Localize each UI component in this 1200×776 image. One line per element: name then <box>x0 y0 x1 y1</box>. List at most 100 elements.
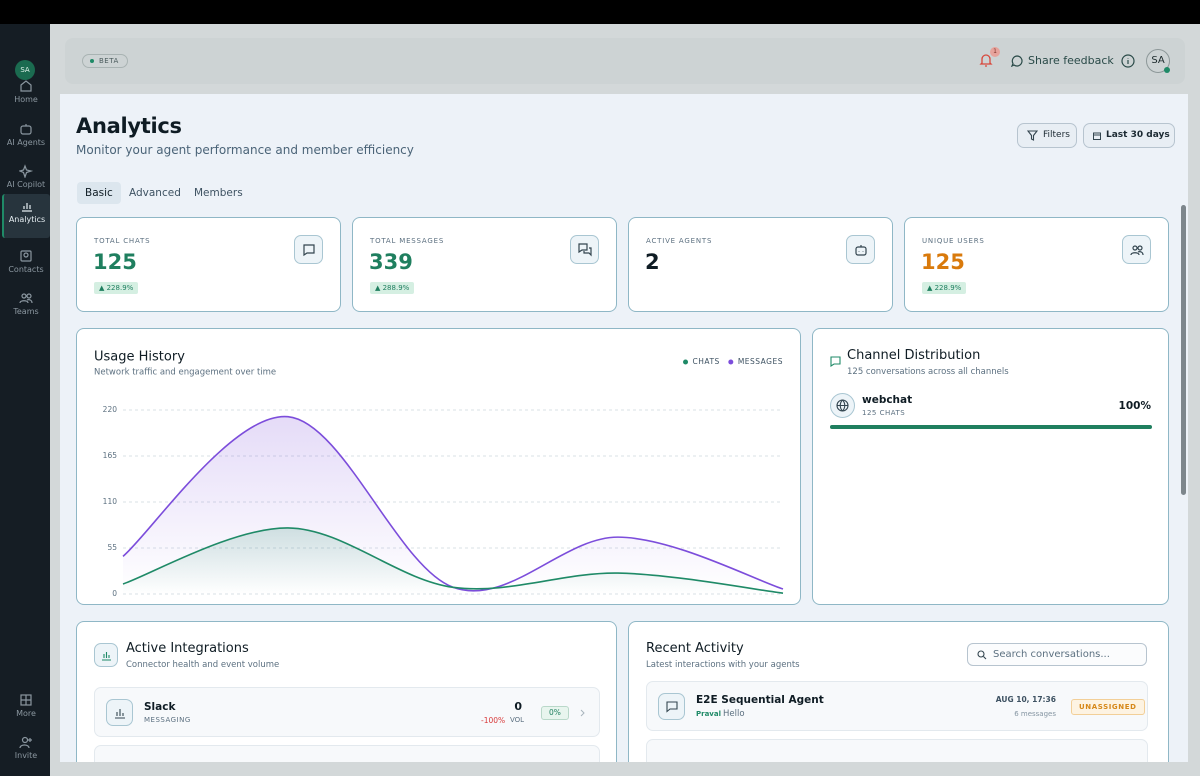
chevron-icon <box>580 709 585 717</box>
stat-value: 125 <box>921 250 965 274</box>
integration-unit: VOL <box>510 716 525 724</box>
stat-icon <box>294 235 323 264</box>
share-track <box>830 425 1152 429</box>
activity-count: 6 messages <box>1014 710 1056 718</box>
integration-row[interactable] <box>94 745 600 762</box>
y-tick-label: 55 <box>107 543 117 552</box>
nav-label: Home <box>14 95 38 104</box>
activity-row[interactable]: E2E Sequential Agent Praval Hello AUG 10… <box>646 681 1148 731</box>
filters-button[interactable]: Filters <box>1017 123 1077 148</box>
stat-value: 125 <box>93 250 137 274</box>
button-label: Last 30 days <box>1106 130 1170 140</box>
nav-item[interactable]: AI Agents <box>2 117 50 161</box>
usage-card: Usage History Network traffic and engage… <box>76 328 801 605</box>
y-tick-label: 220 <box>103 405 118 414</box>
filter-icon <box>1027 130 1038 141</box>
nav-item[interactable]: Analytics <box>2 194 50 238</box>
x-tick-label: 2026-07-20T00:00:00 <box>577 604 659 605</box>
nav-item[interactable]: More <box>2 688 50 732</box>
series-area <box>123 527 783 594</box>
nav-label: Invite <box>14 751 38 760</box>
x-tick-label: 2026-07-15T00:00:00 <box>247 604 329 605</box>
avatar[interactable]: SA <box>15 60 35 80</box>
channel-icon <box>830 356 841 367</box>
channel-icon <box>830 393 855 418</box>
share-feedback[interactable]: Share feedback <box>1028 54 1114 67</box>
header: BETA 1 Share feedback SA <box>65 38 1185 84</box>
stat-icon <box>570 235 599 264</box>
integration-name: Slack <box>144 701 176 713</box>
tab[interactable]: Advanced <box>129 187 181 199</box>
stat-label: TOTAL MESSAGES <box>370 237 445 245</box>
series-line <box>122 415 784 592</box>
stat-value: 2 <box>645 250 660 274</box>
nav-item[interactable]: Home <box>2 74 50 118</box>
nav-label: More <box>16 709 36 718</box>
channel-name: webchat <box>862 394 913 406</box>
activity-row[interactable] <box>646 739 1148 762</box>
integration-row[interactable]: Slack MESSAGING 0 -100% VOL 0% <box>94 687 600 737</box>
stat-label: TOTAL CHATS <box>94 237 151 245</box>
stat-card: UNIQUE USERS 125 ▲ 228.9% <box>904 217 1169 312</box>
stat-label: ACTIVE AGENTS <box>646 237 713 245</box>
nav-item[interactable]: Contacts <box>2 244 50 288</box>
integration-change: -100% <box>481 716 506 725</box>
card-title: Active Integrations <box>126 641 249 656</box>
scrollbar[interactable] <box>1181 205 1186 495</box>
stat-change: ▲ 228.9% <box>94 282 139 294</box>
card-subtitle: Connector health and event volume <box>126 660 280 670</box>
legend-label: MESSAGES <box>738 357 783 366</box>
stat-value: 339 <box>369 250 413 274</box>
feedback-icon <box>1011 55 1023 67</box>
activity-card: Recent Activity Latest interactions with… <box>628 621 1169 762</box>
activity-message: Hello <box>723 709 745 719</box>
stat-card: ACTIVE AGENTS 2 <box>628 217 893 312</box>
main-panel: Analytics Monitor your agent performance… <box>60 94 1188 762</box>
series-line <box>122 527 784 594</box>
legend-swatch <box>728 359 734 365</box>
stat-change: ▲ 288.9% <box>370 282 415 294</box>
channel-count: 125 CHATS <box>862 409 906 417</box>
x-tick-label: 2026-08-10T00:00:00 <box>701 604 783 605</box>
agent-name: E2E Sequential Agent <box>696 694 824 706</box>
chart-title: Usage History <box>94 350 185 365</box>
share-bar <box>830 425 1152 429</box>
integration-type: MESSAGING <box>144 716 191 724</box>
sidebar: SA Home AI Agents AI Copilot Analytics C… <box>0 24 50 776</box>
x-tick-label: 2026-07-16T00:00:00 <box>412 604 494 605</box>
card-title: Recent Activity <box>646 641 744 656</box>
nav-item[interactable]: Invite <box>2 730 50 774</box>
page-subtitle: Monitor your agent performance and membe… <box>76 143 414 157</box>
nav-item[interactable]: Teams <box>2 286 50 330</box>
notification-count: 1 <box>990 47 1000 57</box>
tab[interactable]: Basic <box>77 182 121 204</box>
legend-label: CHATS <box>693 357 720 366</box>
nav-item[interactable]: AI Copilot <box>2 159 50 203</box>
date-range-button[interactable]: Last 30 days <box>1083 123 1175 148</box>
y-tick-label: 110 <box>103 497 118 506</box>
info-icon[interactable] <box>1121 54 1135 68</box>
beta-badge: BETA <box>82 54 128 68</box>
search-input[interactable]: Search conversations... <box>967 643 1147 666</box>
bell-icon[interactable] <box>979 53 993 68</box>
stat-label: UNIQUE USERS <box>922 237 985 245</box>
tab[interactable]: Members <box>194 187 243 199</box>
avatar[interactable]: SA <box>1146 49 1170 73</box>
activity-time: AUG 10, 17:36 <box>995 695 1056 704</box>
chart: Usage History Network traffic and engage… <box>94 350 784 605</box>
stat-card: TOTAL MESSAGES 339 ▲ 288.9% <box>352 217 617 312</box>
nav-label: Analytics <box>8 215 46 224</box>
channel-share: 100% <box>1118 400 1151 412</box>
y-tick-label: 0 <box>112 589 117 598</box>
stat-change: ▲ 228.9% <box>922 282 967 294</box>
page-title: Analytics <box>76 114 182 138</box>
card-subtitle: Latest interactions with your agents <box>646 660 800 670</box>
nav-label: Contacts <box>8 265 44 274</box>
y-tick-label: 165 <box>103 451 118 460</box>
search-icon <box>977 650 987 660</box>
chart-subtitle: Network traffic and engagement over time <box>94 368 276 378</box>
integration-icon <box>106 699 133 726</box>
button-label: Filters <box>1043 130 1070 140</box>
calendar-icon <box>1093 132 1101 140</box>
card-title: Channel Distribution <box>847 348 981 363</box>
